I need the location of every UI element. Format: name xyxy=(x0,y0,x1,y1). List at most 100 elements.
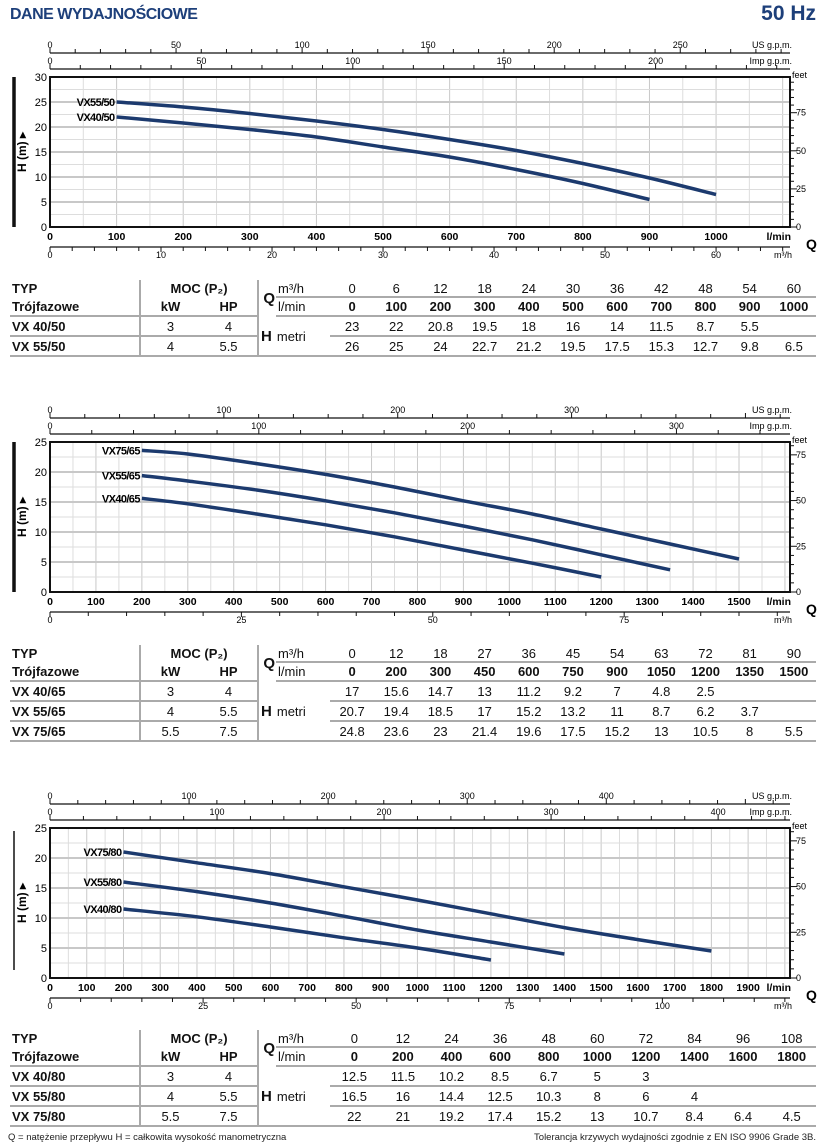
x-tick-label: 300 xyxy=(151,982,169,994)
m3h-unit-label: m³/h xyxy=(774,1001,792,1011)
power-kw: 4 xyxy=(139,336,200,357)
power-kw: 5.5 xyxy=(139,1106,200,1127)
q-header: Q xyxy=(257,280,277,316)
head-value xyxy=(718,1086,768,1107)
y-tick-label: 30 xyxy=(35,72,47,84)
head-value: 12.5 xyxy=(475,1086,525,1107)
head-value: 19.4 xyxy=(374,701,419,722)
m3h-value: 63 xyxy=(639,645,684,663)
us-gpm-unit-label: US g.p.m. xyxy=(752,791,792,801)
curve-label: VX55/65 xyxy=(102,471,140,483)
y-tick-label: 5 xyxy=(41,197,47,209)
head-value: 25 xyxy=(374,336,419,357)
m3h-tick-label: 100 xyxy=(655,1001,670,1011)
m3h-unit-label: m³/h xyxy=(774,615,792,625)
head-value: 16.5 xyxy=(330,1086,379,1107)
table-row: VX 55/50 4 5.5 26 25 24 22.7 21.2 19.5 17.5 15.3 12… xyxy=(10,336,816,357)
x-tick-label: 500 xyxy=(271,596,289,608)
lmin-value: 1600 xyxy=(718,1047,768,1067)
head-value xyxy=(670,1066,719,1087)
head-value: 9.8 xyxy=(727,336,772,357)
m3h-value: 45 xyxy=(550,645,596,663)
x-tick-label: 1600 xyxy=(626,982,650,994)
head-value: 14 xyxy=(595,316,640,337)
lmin-value: 400 xyxy=(506,297,551,317)
lmin-value: 1350 xyxy=(727,662,772,682)
metri-unit: metri xyxy=(276,703,306,719)
imp-gpm-tick-label: 300 xyxy=(669,421,684,431)
x-tick-label: 1500 xyxy=(727,596,751,608)
head-value: 8 xyxy=(572,1086,622,1107)
head-value: 15.3 xyxy=(639,336,684,357)
head-value: 4.5 xyxy=(767,1106,816,1127)
header-row-2: Trójfazowe kW HP l/min 0 200 400 600 800 1000 1200… xyxy=(10,1047,816,1067)
x-tick-label: 700 xyxy=(507,231,525,243)
feet-tick-label: 75 xyxy=(796,108,806,118)
x-tick-label: 800 xyxy=(335,982,353,994)
x-tick-label: 500 xyxy=(374,231,392,243)
y-tick-label: 5 xyxy=(41,943,47,955)
head-value xyxy=(767,1086,816,1107)
q-axis-label: Q xyxy=(806,236,817,252)
y-axis-label: H (m) ▸ xyxy=(15,496,29,537)
lmin-value: 1050 xyxy=(639,662,684,682)
lmin-value: 100 xyxy=(374,297,419,317)
x-tick-label: 1700 xyxy=(663,982,687,994)
feet-tick-label: 75 xyxy=(796,836,806,846)
lmin-value: 0 xyxy=(330,1047,379,1067)
m3h-value: 54 xyxy=(727,280,772,298)
x-tick-label: 400 xyxy=(308,231,326,243)
x-tick-label: 1300 xyxy=(635,596,659,608)
x-tick-label: 1200 xyxy=(479,982,503,994)
m3h-tick-label: 30 xyxy=(378,250,388,260)
lmin-value: 600 xyxy=(506,662,551,682)
typ-header: TYP xyxy=(12,646,38,661)
m3h-value: 60 xyxy=(771,280,816,298)
h-symbol: H xyxy=(261,702,272,720)
m3h-value: 0 xyxy=(330,280,375,298)
lmin-value: 700 xyxy=(639,297,684,317)
x-tick-label: 100 xyxy=(78,982,96,994)
us-gpm-unit-label: US g.p.m. xyxy=(752,405,792,415)
y-tick-label: 15 xyxy=(35,883,47,895)
feet-tick-label: 50 xyxy=(796,882,806,892)
curve-label: VX40/65 xyxy=(102,493,140,505)
curve-vx55-65 xyxy=(141,473,671,572)
lmin-value: 1200 xyxy=(621,1047,671,1067)
m3h-value: 84 xyxy=(670,1030,719,1048)
curve-label: VX40/50 xyxy=(77,112,115,124)
y-tick-label: 25 xyxy=(35,823,47,835)
head-value: 23 xyxy=(330,316,375,337)
imp-gpm-tick-label: 400 xyxy=(711,807,726,817)
x-tick-label: 600 xyxy=(262,982,280,994)
us-gpm-tick-label: 0 xyxy=(47,791,52,801)
x-tick-label: 700 xyxy=(298,982,316,994)
kw-header: kW xyxy=(139,662,200,682)
model-name: VX 55/80 xyxy=(10,1086,140,1107)
phase-header: Trójfazowe xyxy=(10,297,140,317)
imp-gpm-tick-label: 0 xyxy=(47,421,52,431)
curve-vx75-65 xyxy=(141,448,740,561)
x-tick-label: 1400 xyxy=(681,596,705,608)
y-tick-label: 10 xyxy=(35,913,47,925)
lmin-value: 300 xyxy=(418,662,463,682)
m3h-value: 0 xyxy=(330,645,375,663)
table-row: VX 75/65 5.5 7.5 24.8 23.6 23 21.4 19.6 17.5 15.2… xyxy=(10,721,816,742)
q-header: Q xyxy=(257,1030,277,1066)
head-value: 13.2 xyxy=(550,701,596,722)
m3h-unit: m³/h xyxy=(276,280,331,298)
y-tick-label: 15 xyxy=(35,497,47,509)
m3h-value: 90 xyxy=(771,645,816,663)
head-value: 22.7 xyxy=(462,336,507,357)
y-tick-label: 20 xyxy=(35,467,47,479)
table-row: VX 55/80 4 5.5 16.5 16 14.4 12.5 10.3 8 6 4 xyxy=(10,1086,816,1107)
m3h-value: 72 xyxy=(683,645,728,663)
head-value: 22 xyxy=(330,1106,379,1127)
x-tick-label: 1500 xyxy=(589,982,613,994)
x-tick-label: 1100 xyxy=(544,596,567,608)
x-tick-label: 200 xyxy=(174,231,192,243)
